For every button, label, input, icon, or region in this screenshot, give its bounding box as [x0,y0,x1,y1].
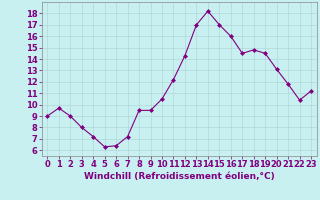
X-axis label: Windchill (Refroidissement éolien,°C): Windchill (Refroidissement éolien,°C) [84,172,275,181]
